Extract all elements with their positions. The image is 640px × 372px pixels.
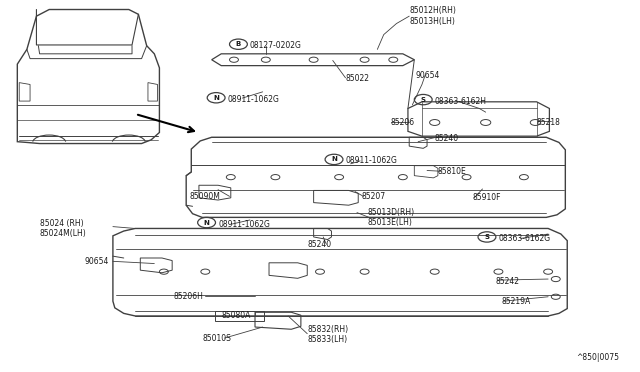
Text: N: N: [213, 95, 219, 101]
Text: 90654: 90654: [415, 71, 440, 80]
Text: B: B: [236, 41, 241, 47]
Text: 85090M: 85090M: [189, 192, 220, 201]
Text: 85207: 85207: [362, 192, 385, 201]
Text: 85080A: 85080A: [221, 311, 251, 320]
Text: S: S: [420, 97, 426, 103]
Text: N: N: [204, 219, 209, 225]
Text: 85012H(RH)
85013H(LH): 85012H(RH) 85013H(LH): [409, 6, 456, 26]
Text: ^850|0075: ^850|0075: [577, 353, 620, 362]
Text: 85240: 85240: [435, 134, 459, 142]
Text: 85810E: 85810E: [438, 167, 467, 176]
Text: 08363-6162G: 08363-6162G: [499, 234, 550, 243]
Text: 08911-1062G: 08911-1062G: [218, 219, 270, 228]
Text: 85013D(RH)
85013E(LH): 85013D(RH) 85013E(LH): [368, 208, 415, 227]
Text: 85219A: 85219A: [502, 297, 531, 306]
Text: 85242: 85242: [495, 277, 519, 286]
Text: N: N: [331, 156, 337, 163]
Text: 85206: 85206: [390, 118, 414, 127]
Text: 08911-1062G: 08911-1062G: [228, 95, 280, 104]
Text: 08363-6162H: 08363-6162H: [435, 97, 486, 106]
Text: S: S: [484, 234, 490, 240]
Text: 08127-0202G: 08127-0202G: [250, 41, 302, 50]
Text: 90654: 90654: [84, 257, 109, 266]
Text: 85206H: 85206H: [173, 292, 204, 301]
Text: 85022: 85022: [346, 74, 369, 83]
Text: 85240: 85240: [307, 240, 332, 249]
Text: 85218: 85218: [537, 118, 561, 127]
Text: 85832(RH)
85833(LH): 85832(RH) 85833(LH): [307, 325, 348, 344]
Text: 85010S: 85010S: [202, 334, 231, 343]
Text: 85910F: 85910F: [473, 193, 501, 202]
Text: 85024 (RH)
85024M(LH): 85024 (RH) 85024M(LH): [40, 219, 86, 238]
Text: 08911-1062G: 08911-1062G: [346, 156, 397, 166]
